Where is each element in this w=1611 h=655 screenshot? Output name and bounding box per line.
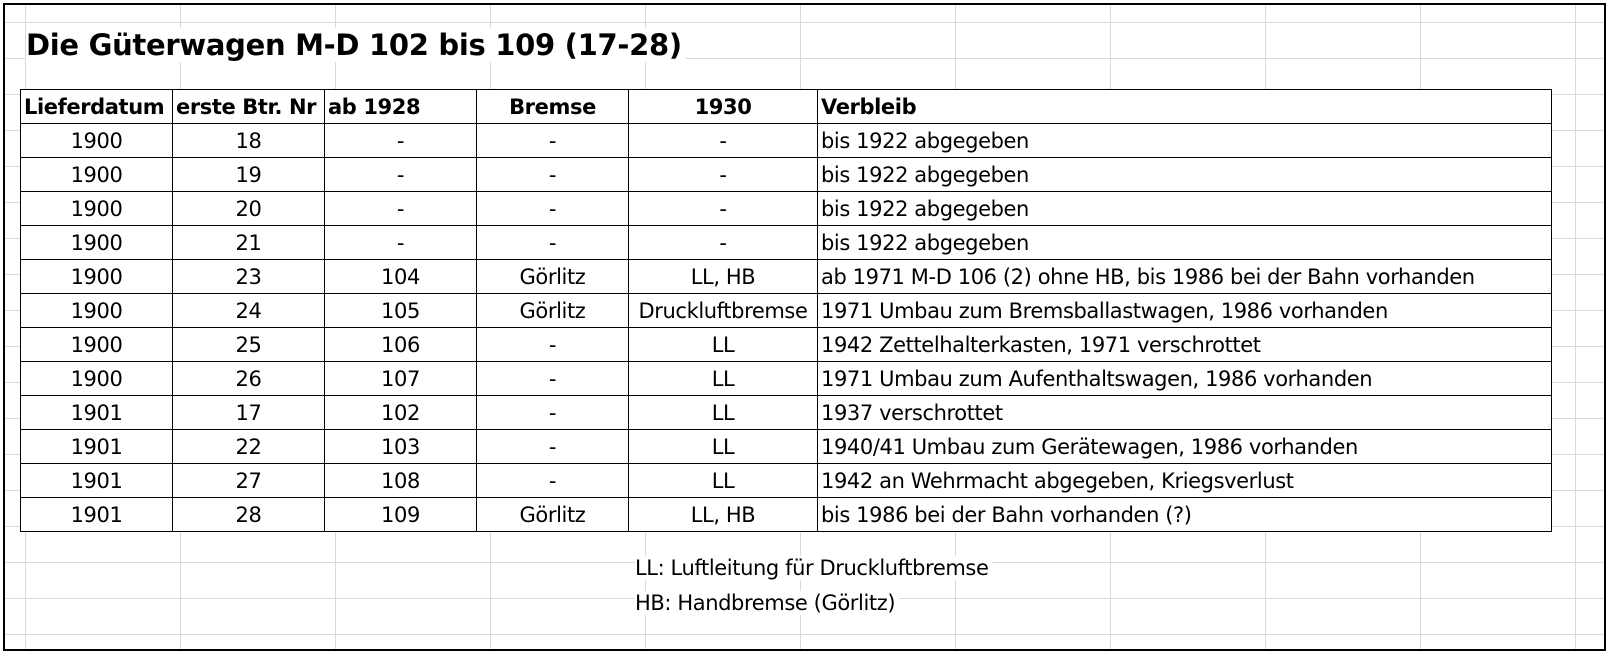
table-cell: 1942 Zettelhalterkasten, 1971 verschrott…: [817, 327, 1552, 362]
table-cell: 20: [172, 191, 325, 226]
table-cell: 19: [172, 157, 325, 192]
page-title: Die Güterwagen M-D 102 bis 109 (17-28): [26, 28, 686, 62]
table-cell: -: [628, 157, 818, 192]
table-cell: ab 1971 M-D 106 (2) ohne HB, bis 1986 be…: [817, 259, 1552, 294]
column-header: 1930: [628, 89, 818, 124]
table-cell: 25: [172, 327, 325, 362]
table-cell: -: [628, 123, 818, 158]
table-cell: 103: [324, 429, 477, 464]
table-cell: -: [476, 157, 629, 192]
table-cell: 1942 an Wehrmacht abgegeben, Kriegsverlu…: [817, 463, 1552, 498]
table-cell: 102: [324, 395, 477, 430]
table-cell: 1900: [20, 225, 173, 260]
table-cell: 28: [172, 497, 325, 532]
table-cell: -: [476, 327, 629, 362]
table-cell: bis 1922 abgegeben: [817, 123, 1552, 158]
table-header-row: Lieferdatum erste Btr. Nr ab 1928 Bremse…: [20, 89, 1552, 124]
freight-wagon-table: Lieferdatum erste Btr. Nr ab 1928 Bremse…: [20, 89, 1552, 532]
table-cell: bis 1922 abgegeben: [817, 225, 1552, 260]
column-header: Lieferdatum: [20, 89, 173, 124]
table-cell: 22: [172, 429, 325, 464]
table-row: 1900 21- - - bis 1922 abgegeben: [20, 225, 1552, 260]
table-cell: Druckluftbremse: [628, 293, 818, 328]
table-cell: -: [628, 191, 818, 226]
table-cell: 17: [172, 395, 325, 430]
table-cell: 23: [172, 259, 325, 294]
legend-note: LL: Luftleitung für Druckluftbremse: [635, 556, 993, 580]
table-cell: -: [476, 429, 629, 464]
table-cell: 1971 Umbau zum Bremsballastwagen, 1986 v…: [817, 293, 1552, 328]
table-row: 1900 24 105 Görlitz Druckluftbremse 1971 Umba…: [20, 293, 1552, 328]
table-cell: 27: [172, 463, 325, 498]
table-cell: 105: [324, 293, 477, 328]
table-cell: Görlitz: [476, 259, 629, 294]
table-cell: 1940/41 Umbau zum Gerätewagen, 1986 vorh…: [817, 429, 1552, 464]
table-cell: 106: [324, 327, 477, 362]
table-row: 1901 28 109 Görlitz LL, HB bis 1986 bei der B…: [20, 497, 1552, 532]
table-cell: 1901: [20, 497, 173, 532]
table-row: 1900 19- - - bis 1922 abgegeben: [20, 157, 1552, 192]
table-cell: 1900: [20, 123, 173, 158]
table-cell: -: [324, 157, 477, 192]
table-cell: 1971 Umbau zum Aufenthaltswagen, 1986 vo…: [817, 361, 1552, 396]
table-cell: Görlitz: [476, 497, 629, 532]
table-row: 1901 27 108- LL 1942 an Wehrmacht abgegeben,…: [20, 463, 1552, 498]
table-cell: 108: [324, 463, 477, 498]
table-cell: -: [324, 191, 477, 226]
table-cell: LL, HB: [628, 259, 818, 294]
table-cell: 24: [172, 293, 325, 328]
table-cell: Görlitz: [476, 293, 629, 328]
table-cell: 1900: [20, 157, 173, 192]
table-cell: 104: [324, 259, 477, 294]
table-cell: LL: [628, 327, 818, 362]
table-cell: 1901: [20, 395, 173, 430]
table-row: 1900 25 106- LL 1942 Zettelhalterkasten, 197…: [20, 327, 1552, 362]
table-cell: -: [476, 395, 629, 430]
table-cell: LL, HB: [628, 497, 818, 532]
table-cell: 1901: [20, 463, 173, 498]
table-cell: -: [476, 191, 629, 226]
table-cell: -: [628, 225, 818, 260]
table-cell: -: [324, 123, 477, 158]
table-cell: 109: [324, 497, 477, 532]
table-row: 1900 18- - - bis 1922 abgegeben: [20, 123, 1552, 158]
table-cell: 1900: [20, 293, 173, 328]
table-cell: bis 1922 abgegeben: [817, 157, 1552, 192]
table-cell: 1900: [20, 361, 173, 396]
table-cell: LL: [628, 395, 818, 430]
table-cell: -: [476, 123, 629, 158]
table-cell: 1900: [20, 327, 173, 362]
table-cell: 18: [172, 123, 325, 158]
table-cell: -: [324, 225, 477, 260]
table-cell: 21: [172, 225, 325, 260]
table-row: 1901 22 103- LL 1940/41 Umbau zum Gerätewage…: [20, 429, 1552, 464]
column-header: Bremse: [476, 89, 629, 124]
column-header: erste Btr. Nr: [172, 89, 325, 124]
column-header: Verbleib: [817, 89, 1552, 124]
table-cell: 1900: [20, 259, 173, 294]
legend-note: HB: Handbremse (Görlitz): [635, 591, 900, 615]
table-cell: -: [476, 225, 629, 260]
table-cell: 26: [172, 361, 325, 396]
table-cell: 1901: [20, 429, 173, 464]
table-cell: 1900: [20, 191, 173, 226]
table-cell: LL: [628, 429, 818, 464]
table-row: 1901 17 102- LL 1937 verschrottet: [20, 395, 1552, 430]
table-cell: bis 1986 bei der Bahn vorhanden (?): [817, 497, 1552, 532]
table-cell: 1937 verschrottet: [817, 395, 1552, 430]
column-header: ab 1928: [324, 89, 477, 124]
table-cell: -: [476, 463, 629, 498]
table-cell: LL: [628, 463, 818, 498]
table-cell: LL: [628, 361, 818, 396]
table-cell: 107: [324, 361, 477, 396]
table-row: 1900 20- - - bis 1922 abgegeben: [20, 191, 1552, 226]
table-cell: -: [476, 361, 629, 396]
table-row: 1900 23 104 Görlitz LL, HB ab 1971 M-D 106 (2…: [20, 259, 1552, 294]
table-cell: bis 1922 abgegeben: [817, 191, 1552, 226]
table-row: 1900 26 107- LL 1971 Umbau zum Aufenthaltswa…: [20, 361, 1552, 396]
